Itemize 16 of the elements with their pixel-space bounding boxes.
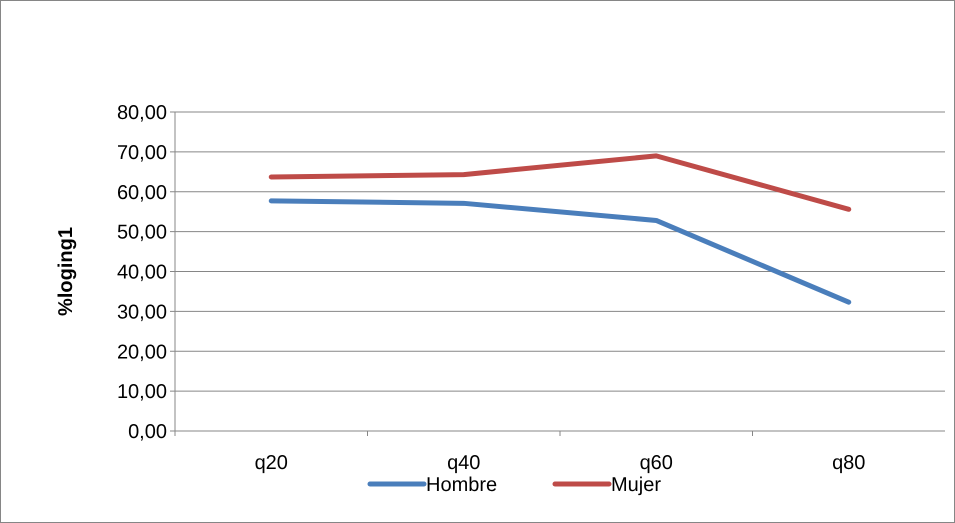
y-tick-label: 10,00 (116, 381, 167, 404)
y-tick-label: 80,00 (116, 102, 167, 124)
legend-label: Hombre (426, 474, 498, 496)
y-tick-label: 30,00 (116, 301, 167, 324)
x-tick-label: q80 (832, 452, 866, 474)
x-tick-label: q40 (447, 452, 480, 474)
y-axis-title: %loging1 (55, 227, 77, 316)
y-tick-label: 50,00 (116, 222, 167, 244)
y-tick-label: 70,00 (116, 142, 167, 164)
legend-label: Mujer (611, 474, 662, 496)
x-tick-label: q20 (254, 452, 288, 474)
y-tick-label: 0,00 (128, 421, 167, 443)
x-tick-label: q60 (640, 452, 673, 474)
y-tick-label: 60,00 (116, 182, 167, 204)
y-tick-label: 40,00 (116, 262, 167, 284)
y-tick-label: 20,00 (116, 341, 167, 364)
